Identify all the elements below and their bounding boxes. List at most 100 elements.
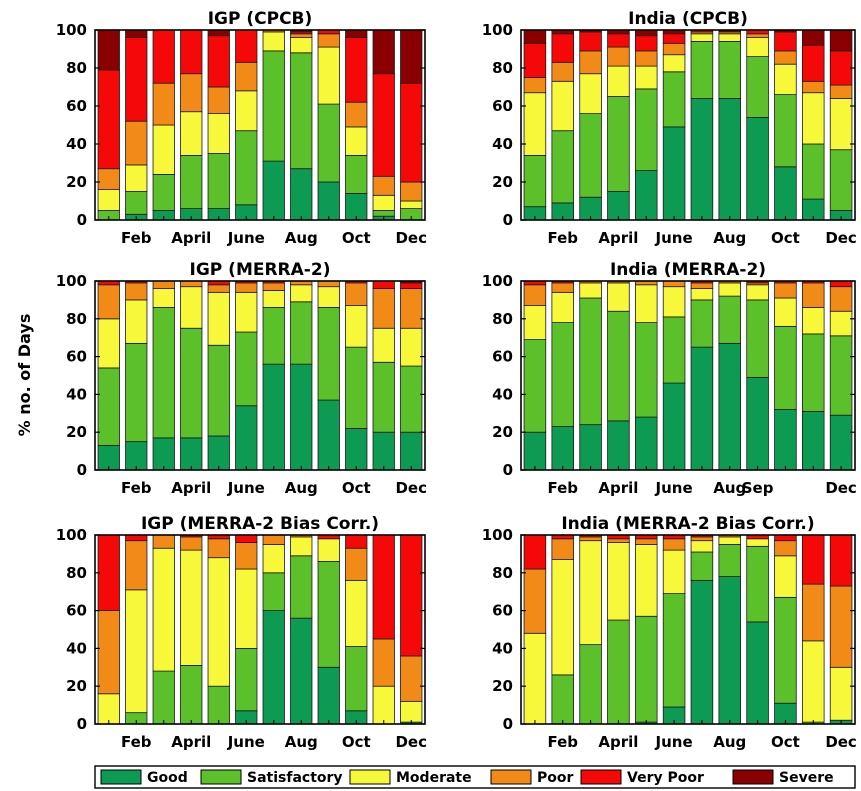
bar-segment-poor-dec <box>829 286 853 312</box>
bar-segment-poor-nov <box>801 80 825 94</box>
bar-segment-very-poor-feb <box>551 33 575 63</box>
bar-segment-poor-aug <box>290 33 313 38</box>
bar-segment-poor-jul <box>690 282 714 289</box>
bar-segment-satisfactory-nov <box>801 333 825 412</box>
chart-panel-2: 0 20 40 60 80 100 Feb April June Aug Oct Dec India (… <box>482 9 857 247</box>
bar-segment-satisfactory-oct <box>345 346 368 429</box>
legend-label: Poor <box>537 770 573 786</box>
legend-box <box>94 765 856 789</box>
bar-segment-moderate-jan <box>523 92 547 156</box>
bar-segment-satisfactory-dec <box>829 335 853 416</box>
x-tick-label: Feb <box>121 229 152 247</box>
bar-segment-satisfactory-june <box>662 316 686 384</box>
bar-segment-very-poor-june <box>235 534 258 543</box>
bar-segment-poor-feb <box>551 282 575 293</box>
bar-segment-satisfactory-mar <box>152 307 175 439</box>
bar-segment-very-poor-feb <box>125 37 148 122</box>
y-tick-label: 80 <box>492 59 513 77</box>
bar-segment-satisfactory-nov <box>372 361 395 433</box>
x-tick-label: Aug <box>285 479 318 497</box>
bar-segment-satisfactory-aug <box>290 301 313 365</box>
bar-segment-satisfactory-jul <box>262 307 285 365</box>
bar-segment-moderate-dec <box>829 98 853 151</box>
legend-label: Moderate <box>396 770 472 786</box>
y-tick-label: 60 <box>66 602 87 620</box>
x-tick-label: Aug <box>285 229 318 247</box>
bar-segment-satisfactory-feb <box>551 130 575 204</box>
bar-segment-very-poor-oct <box>345 37 368 103</box>
y-tick-label: 0 <box>503 715 513 733</box>
y-tick-label: 100 <box>56 272 87 290</box>
plot-frame <box>520 534 856 725</box>
legend-label: Satisfactory <box>247 770 343 786</box>
bar-segment-poor-oct <box>774 282 797 299</box>
bar-segment-satisfactory-jul <box>690 299 714 348</box>
y-tick-label: 0 <box>77 211 87 229</box>
bar-segment-satisfactory-jul <box>690 551 714 581</box>
bar-segment-very-poor-june <box>235 29 258 63</box>
bar-segment-moderate-dec <box>400 700 423 723</box>
legend-item-poor: Poor <box>490 769 573 786</box>
bar-segment-good-aug <box>718 576 742 725</box>
bar-segment-moderate-oct <box>774 297 797 327</box>
bar-segment-satisfactory-aug <box>718 295 742 344</box>
bar-segment-satisfactory-nov <box>372 210 395 217</box>
bar-segment-moderate-mar <box>579 282 602 299</box>
y-tick-label: 20 <box>66 423 87 441</box>
bar-segment-good-dec <box>400 431 423 471</box>
bar-segment-satisfactory-sep <box>746 299 769 378</box>
bar-segment-satisfactory-jul <box>262 572 285 611</box>
bar-segment-moderate-oct <box>774 555 797 598</box>
bar-segment-satisfactory-jul <box>690 41 714 99</box>
bar-segment-moderate-oct <box>345 305 368 348</box>
bar-segment-satisfactory-nov <box>801 143 825 200</box>
x-tick-label: Dec <box>395 229 427 247</box>
bar-segment-moderate-june <box>662 549 686 594</box>
x-tick-label: Dec <box>825 229 857 247</box>
chart-title: IGP (CPCB) <box>208 9 313 29</box>
bar-segment-satisfactory-sep <box>317 103 340 183</box>
x-tick-label: Feb <box>121 733 152 751</box>
bar-segment-satisfactory-mar <box>579 644 602 725</box>
legend-swatch <box>100 769 142 785</box>
bar-segment-moderate-may <box>207 291 230 346</box>
bar-segment-severe-jan <box>97 29 120 71</box>
bar-segment-severe-may <box>207 29 230 37</box>
bar-segment-very-poor-oct <box>774 31 797 52</box>
y-tick-label: 0 <box>77 715 87 733</box>
bar-segment-poor-june <box>662 280 686 288</box>
bar-segment-moderate-june <box>235 90 258 132</box>
bar-segment-moderate-feb <box>125 589 148 714</box>
bar-segment-satisfactory-feb <box>551 322 575 427</box>
y-tick-label: 20 <box>66 677 87 695</box>
x-tick-label: April <box>598 479 638 497</box>
bar-segment-satisfactory-feb <box>125 342 148 443</box>
x-tick-label: Oct <box>342 479 371 497</box>
bar-segment-moderate-jan <box>523 305 547 340</box>
bar-segment-poor-may <box>207 538 230 559</box>
bar-segment-satisfactory-april <box>180 665 203 725</box>
bar-segment-poor-jan <box>523 284 547 306</box>
bar-segment-very-poor-jan <box>97 534 120 611</box>
bar-segment-very-poor-may <box>634 35 658 52</box>
bar-segment-severe-dec <box>400 29 423 84</box>
bar-segment-good-sep <box>317 399 340 471</box>
legend-swatch <box>200 769 242 785</box>
bar-segment-moderate-june <box>662 286 686 318</box>
bar-segment-moderate-april <box>180 286 203 329</box>
bar-segment-moderate-jan <box>97 693 120 725</box>
bar-segment-poor-june <box>235 61 258 92</box>
bar-segment-poor-dec <box>829 585 853 668</box>
plot-frame <box>94 29 426 221</box>
chart-title: India (MERRA-2 Bias Corr.) <box>561 514 814 534</box>
bar-segment-satisfactory-may <box>207 153 230 209</box>
legend-swatch <box>490 769 532 785</box>
bar-segment-satisfactory-may <box>634 88 658 171</box>
x-tick-label: April <box>598 229 638 247</box>
x-tick-label: Dec <box>825 479 857 497</box>
bar-segment-severe-nov <box>372 29 395 75</box>
x-tick-label: Feb <box>547 733 578 751</box>
x-tick-label: June <box>227 733 265 751</box>
y-tick-label: 20 <box>66 173 87 191</box>
bar-segment-poor-feb <box>125 120 148 166</box>
